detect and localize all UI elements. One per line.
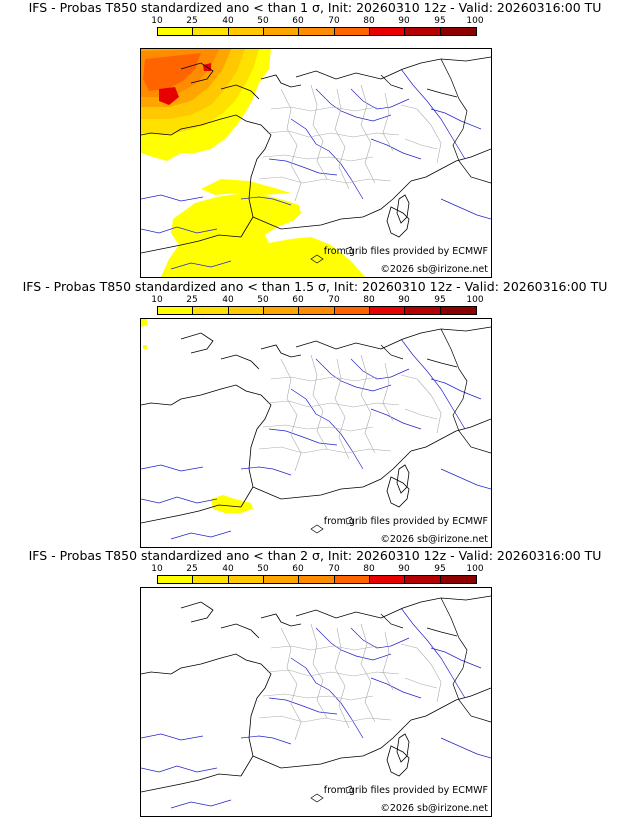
copyright-credit: ©2026 sb@irizone.net — [380, 534, 488, 545]
copyright-credit: ©2026 sb@irizone.net — [380, 803, 488, 814]
scale-swatch-c95 — [441, 307, 476, 314]
scale-swatch-c40 — [229, 28, 264, 35]
scale-swatch-c80 — [370, 307, 405, 314]
scale-swatch-c25 — [193, 576, 229, 583]
scale-tick: 60 — [292, 16, 304, 26]
scale-tick: 90 — [398, 295, 410, 305]
scale-tick: 50 — [257, 295, 269, 305]
scale-tick: 70 — [328, 564, 340, 574]
prob-area-70 — [143, 53, 201, 91]
chart-panel-3: IFS - Probas T850 standardized ano < tha… — [0, 548, 630, 820]
scale-swatch-c90 — [405, 28, 441, 35]
scale-ticks: 10 25 40 50 60 70 80 90 95 100 — [151, 295, 483, 305]
scale-swatch-c80 — [370, 28, 405, 35]
scale-swatch-c60 — [299, 28, 335, 35]
scale-swatch-c95 — [441, 576, 476, 583]
scale-tick: 50 — [257, 564, 269, 574]
color-scale: 10 25 40 50 60 70 80 90 95 100 — [151, 564, 484, 586]
prob-area-10-small — [141, 319, 147, 349]
scale-tick: 80 — [363, 16, 375, 26]
map-svg — [141, 595, 491, 809]
probability-map: from grib files provided by ECMWF ©2026 … — [140, 48, 492, 278]
scale-swatch-c80 — [370, 576, 405, 583]
copyright-credit: ©2026 sb@irizone.net — [380, 264, 488, 275]
scale-swatch-c90 — [405, 576, 441, 583]
scale-swatch-c40 — [229, 307, 264, 314]
color-scale: 10 25 40 50 60 70 80 90 95 100 — [151, 16, 484, 38]
scale-tick: 70 — [328, 16, 340, 26]
scale-tick: 80 — [363, 564, 375, 574]
panel-title: IFS - Probas T850 standardized ano < tha… — [28, 0, 602, 15]
scale-tick: 50 — [257, 16, 269, 26]
probability-map: from grib files provided by ECMWF ©2026 … — [140, 318, 492, 548]
scale-tick: 25 — [186, 564, 198, 574]
chart-panel-2: IFS - Probas T850 standardized ano < tha… — [0, 279, 630, 551]
scale-tick: 25 — [186, 295, 198, 305]
scale-bar — [157, 306, 477, 315]
scale-bar — [157, 575, 477, 584]
scale-tick: 25 — [186, 16, 198, 26]
scale-swatch-c10 — [158, 28, 193, 35]
panel-title: IFS - Probas T850 standardized ano < tha… — [28, 548, 602, 563]
scale-bar — [157, 27, 477, 36]
prob-area-80 — [159, 63, 211, 105]
color-scale: 10 25 40 50 60 70 80 90 95 100 — [151, 295, 484, 317]
scale-swatch-c95 — [441, 28, 476, 35]
scale-swatch-c70 — [335, 307, 370, 314]
scale-swatch-c60 — [299, 576, 335, 583]
scale-tick: 60 — [292, 564, 304, 574]
scale-tick: 100 — [466, 295, 484, 305]
scale-swatch-c70 — [335, 28, 370, 35]
scale-tick: 40 — [222, 295, 234, 305]
scale-swatch-c50 — [264, 28, 299, 35]
prob-area-10 — [211, 495, 253, 513]
scale-tick: 10 — [151, 16, 163, 26]
scale-tick: 70 — [328, 295, 340, 305]
scale-tick: 60 — [292, 295, 304, 305]
panel-title: IFS - Probas T850 standardized ano < tha… — [22, 279, 608, 294]
scale-swatch-c60 — [299, 307, 335, 314]
scale-tick: 100 — [466, 16, 484, 26]
scale-swatch-c50 — [264, 307, 299, 314]
source-credit: from grib files provided by ECMWF — [323, 246, 488, 257]
scale-tick: 95 — [434, 564, 446, 574]
scale-ticks: 10 25 40 50 60 70 80 90 95 100 — [151, 16, 483, 26]
scale-tick: 10 — [151, 564, 163, 574]
scale-ticks: 10 25 40 50 60 70 80 90 95 100 — [151, 564, 483, 574]
scale-tick: 10 — [151, 295, 163, 305]
chart-panel-1: IFS - Probas T850 standardized ano < tha… — [0, 0, 630, 278]
scale-swatch-c90 — [405, 307, 441, 314]
map-svg — [141, 319, 491, 540]
map-svg — [141, 49, 491, 277]
source-credit: from grib files provided by ECMWF — [323, 516, 488, 527]
scale-tick: 40 — [222, 16, 234, 26]
scale-tick: 40 — [222, 564, 234, 574]
scale-swatch-c10 — [158, 576, 193, 583]
scale-swatch-c40 — [229, 576, 264, 583]
scale-tick: 95 — [434, 16, 446, 26]
scale-swatch-c70 — [335, 576, 370, 583]
scale-tick: 90 — [398, 16, 410, 26]
prob-area-10-south2 — [201, 179, 291, 195]
scale-swatch-c25 — [193, 307, 229, 314]
scale-tick: 90 — [398, 564, 410, 574]
scale-swatch-c10 — [158, 307, 193, 314]
scale-swatch-c50 — [264, 576, 299, 583]
prob-area-10-south — [161, 193, 365, 277]
source-credit: from grib files provided by ECMWF — [323, 785, 488, 796]
probability-map: from grib files provided by ECMWF ©2026 … — [140, 587, 492, 817]
scale-tick: 80 — [363, 295, 375, 305]
scale-swatch-c25 — [193, 28, 229, 35]
scale-tick: 95 — [434, 295, 446, 305]
scale-tick: 100 — [466, 564, 484, 574]
